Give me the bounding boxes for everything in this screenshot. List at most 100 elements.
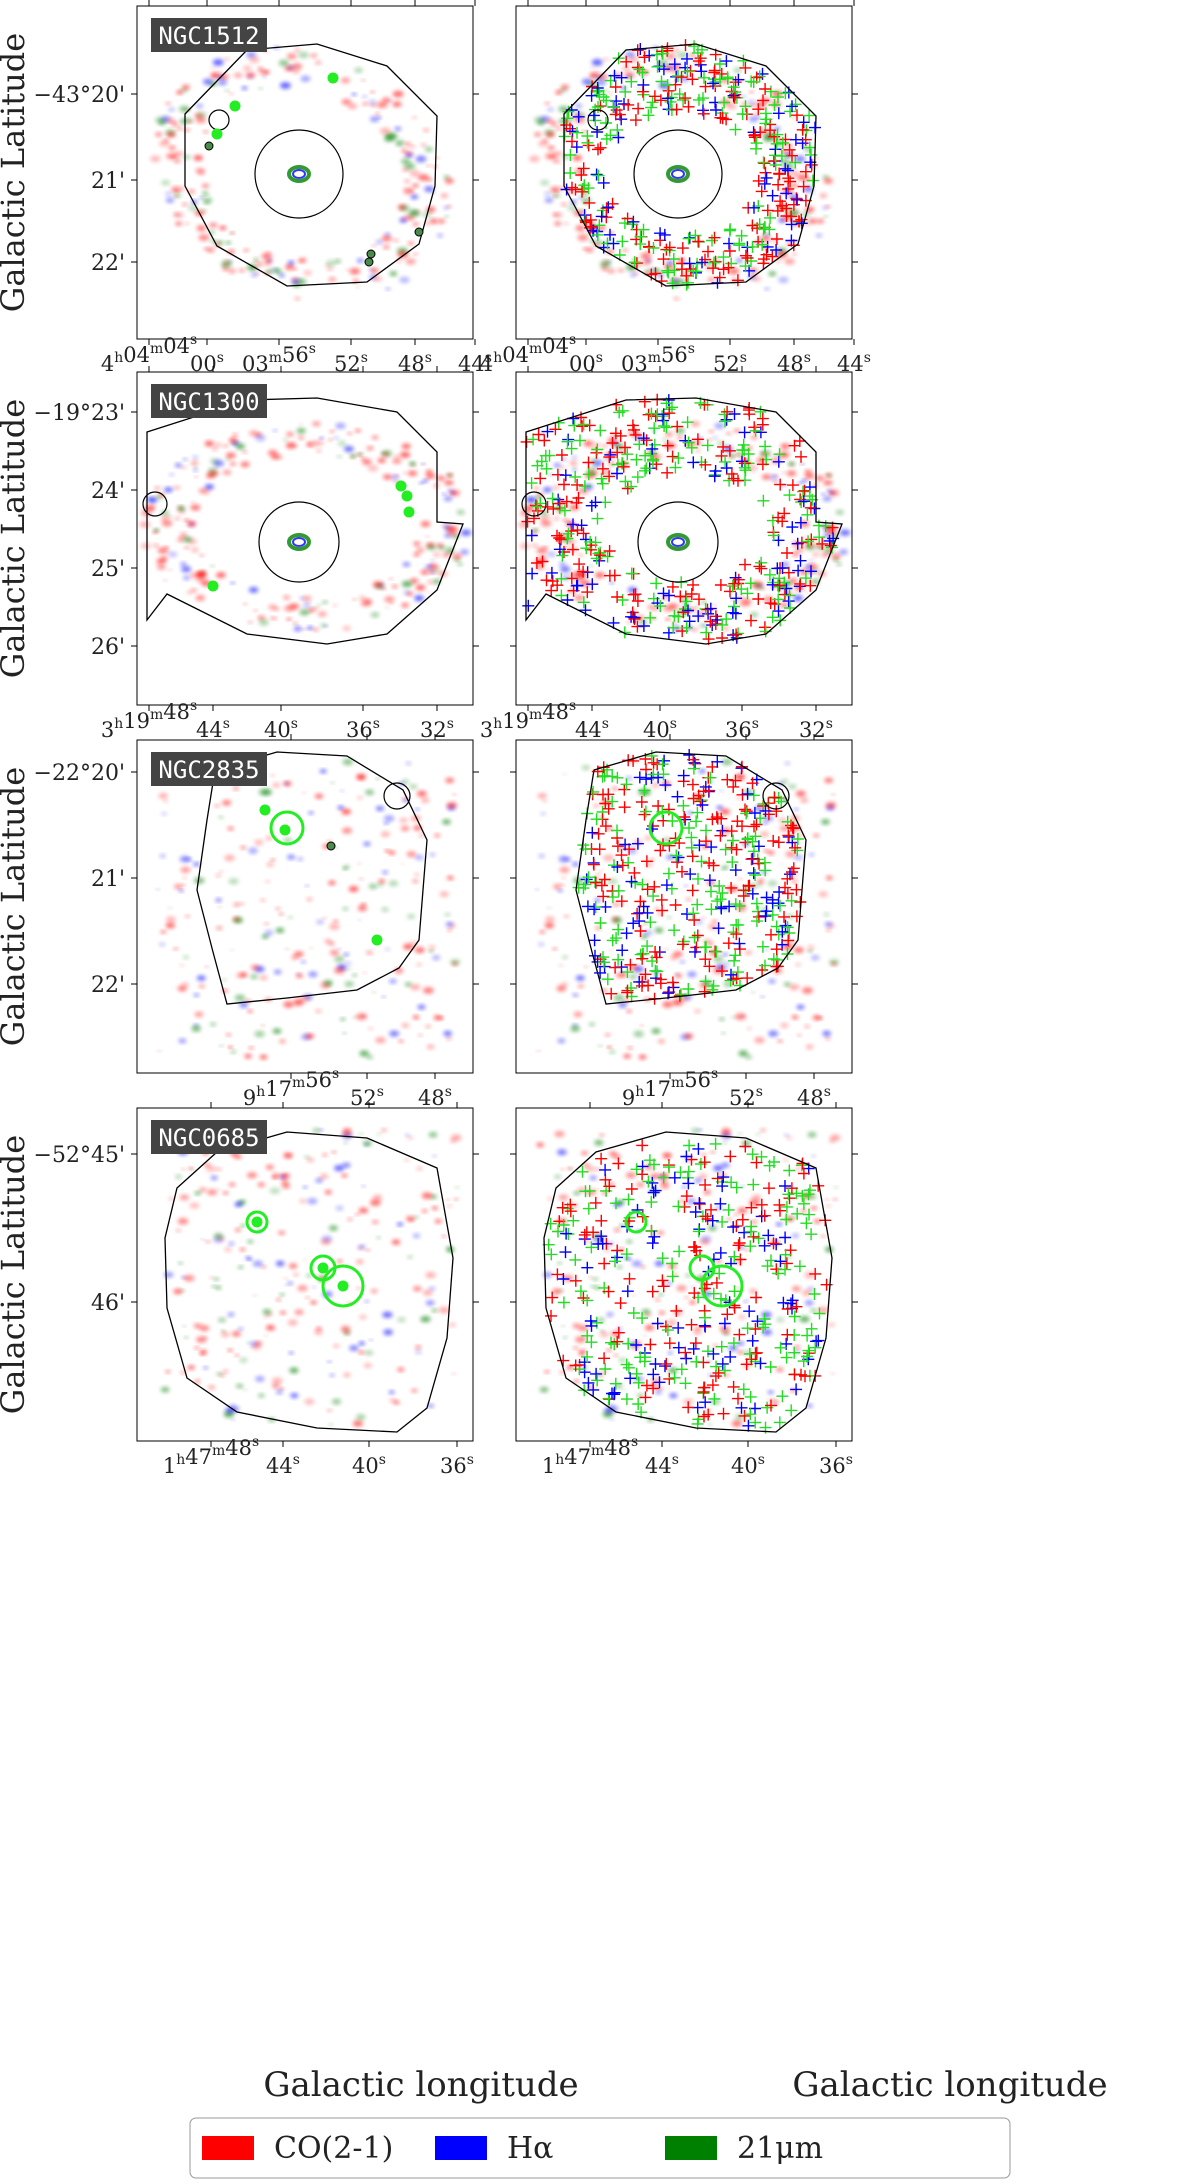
- galaxy-core-inner: [671, 169, 685, 179]
- region-cross: [647, 768, 660, 781]
- region-cross: [747, 867, 760, 880]
- region-cross: [760, 891, 773, 904]
- region-cross: [655, 75, 668, 88]
- region-cross: [732, 1392, 744, 1405]
- region-cross: [578, 209, 591, 222]
- emission-blob: [428, 569, 436, 574]
- emission-blob: [749, 1289, 757, 1294]
- region-cross: [785, 894, 798, 907]
- region-cross: [690, 815, 703, 828]
- emission-blobs: [150, 46, 454, 301]
- emission-blob: [807, 564, 811, 567]
- emission-blob: [776, 1367, 784, 1372]
- emission-blob: [352, 598, 357, 601]
- region-cross: [744, 577, 757, 590]
- region-cross: [752, 174, 765, 187]
- emission-blob: [721, 625, 730, 631]
- emission-blob: [672, 951, 683, 957]
- emission-blob: [768, 979, 776, 984]
- emission-blob: [627, 1046, 633, 1050]
- region-cross: [640, 855, 653, 868]
- emission-blob: [194, 1346, 199, 1350]
- region-cross: [594, 141, 607, 154]
- emission-blob: [344, 981, 354, 987]
- emission-blob: [394, 454, 400, 458]
- region-cross: [646, 1237, 659, 1250]
- region-cross: [718, 96, 731, 109]
- emission-blob: [767, 880, 778, 887]
- region-cross: [759, 166, 772, 179]
- emission-blob: [605, 458, 610, 461]
- region-cross: [621, 986, 634, 999]
- emission-blob: [219, 225, 227, 231]
- emission-blob: [319, 436, 324, 440]
- emission-blob: [333, 436, 339, 440]
- region-cross: [592, 169, 605, 182]
- region-cross: [672, 1321, 685, 1334]
- region-cross: [578, 480, 591, 493]
- emission-blob: [703, 1190, 711, 1195]
- emission-blob: [193, 862, 200, 867]
- region-cross: [681, 52, 693, 65]
- region-cross: [636, 979, 648, 992]
- emission-blob: [364, 1300, 369, 1303]
- emission-blob: [737, 1132, 743, 1136]
- emission-blob: [726, 432, 732, 435]
- region-cross: [557, 1273, 570, 1285]
- emission-blob: [351, 92, 357, 96]
- region-cross: [791, 193, 804, 206]
- emission-blob: [201, 1238, 205, 1241]
- region-cross: [649, 1358, 662, 1370]
- region-cross: [728, 91, 741, 104]
- emission-blob: [556, 985, 567, 992]
- region-cross: [662, 867, 675, 880]
- region-cross: [804, 501, 817, 514]
- emission-blob: [825, 802, 836, 809]
- emission-blob: [276, 1390, 283, 1395]
- emission-blob: [193, 993, 200, 997]
- emission-blob: [261, 934, 269, 939]
- mask-circle: [762, 782, 790, 810]
- emission-blob: [381, 235, 392, 242]
- emission-blob: [165, 197, 175, 203]
- emission-blob: [626, 1258, 631, 1261]
- region-cross: [793, 1260, 806, 1273]
- region-cross: [767, 834, 780, 847]
- emission-blob: [167, 515, 173, 518]
- emission-blob: [357, 796, 363, 800]
- emission-blob: [609, 949, 613, 952]
- galaxy-core-inner: [671, 537, 685, 547]
- emission-blob: [412, 879, 419, 883]
- region-cross: [661, 439, 674, 452]
- emission-blob: [357, 862, 361, 865]
- region-cross: [555, 572, 568, 585]
- region-cross: [757, 253, 770, 266]
- region-cross: [670, 1304, 683, 1317]
- region-cross: [761, 240, 774, 253]
- region-cross: [608, 69, 621, 82]
- emission-blob: [560, 883, 565, 886]
- region-cross: [551, 579, 564, 592]
- emission-blob: [457, 562, 463, 566]
- region-cross: [560, 495, 573, 508]
- region-cross: [767, 953, 780, 965]
- region-cross: [709, 255, 722, 268]
- emission-blob: [672, 1273, 678, 1277]
- emission-blob: [356, 286, 360, 289]
- region-cross: [572, 110, 585, 123]
- region-cross: [610, 95, 623, 108]
- emission-blob: [454, 1198, 459, 1201]
- emission-blob: [537, 140, 549, 147]
- emission-blob: [786, 914, 795, 919]
- region-cross: [696, 799, 709, 811]
- emission-blob: [763, 232, 770, 236]
- emission-blob: [355, 429, 361, 433]
- emission-blob: [385, 947, 390, 951]
- emission-blob: [369, 1338, 373, 1341]
- emission-blob: [407, 470, 418, 477]
- emission-blob: [446, 1198, 450, 1201]
- region-cross: [616, 404, 629, 417]
- region-cross: [759, 83, 772, 95]
- emission-blob: [804, 1272, 815, 1279]
- emission-blob: [194, 475, 198, 478]
